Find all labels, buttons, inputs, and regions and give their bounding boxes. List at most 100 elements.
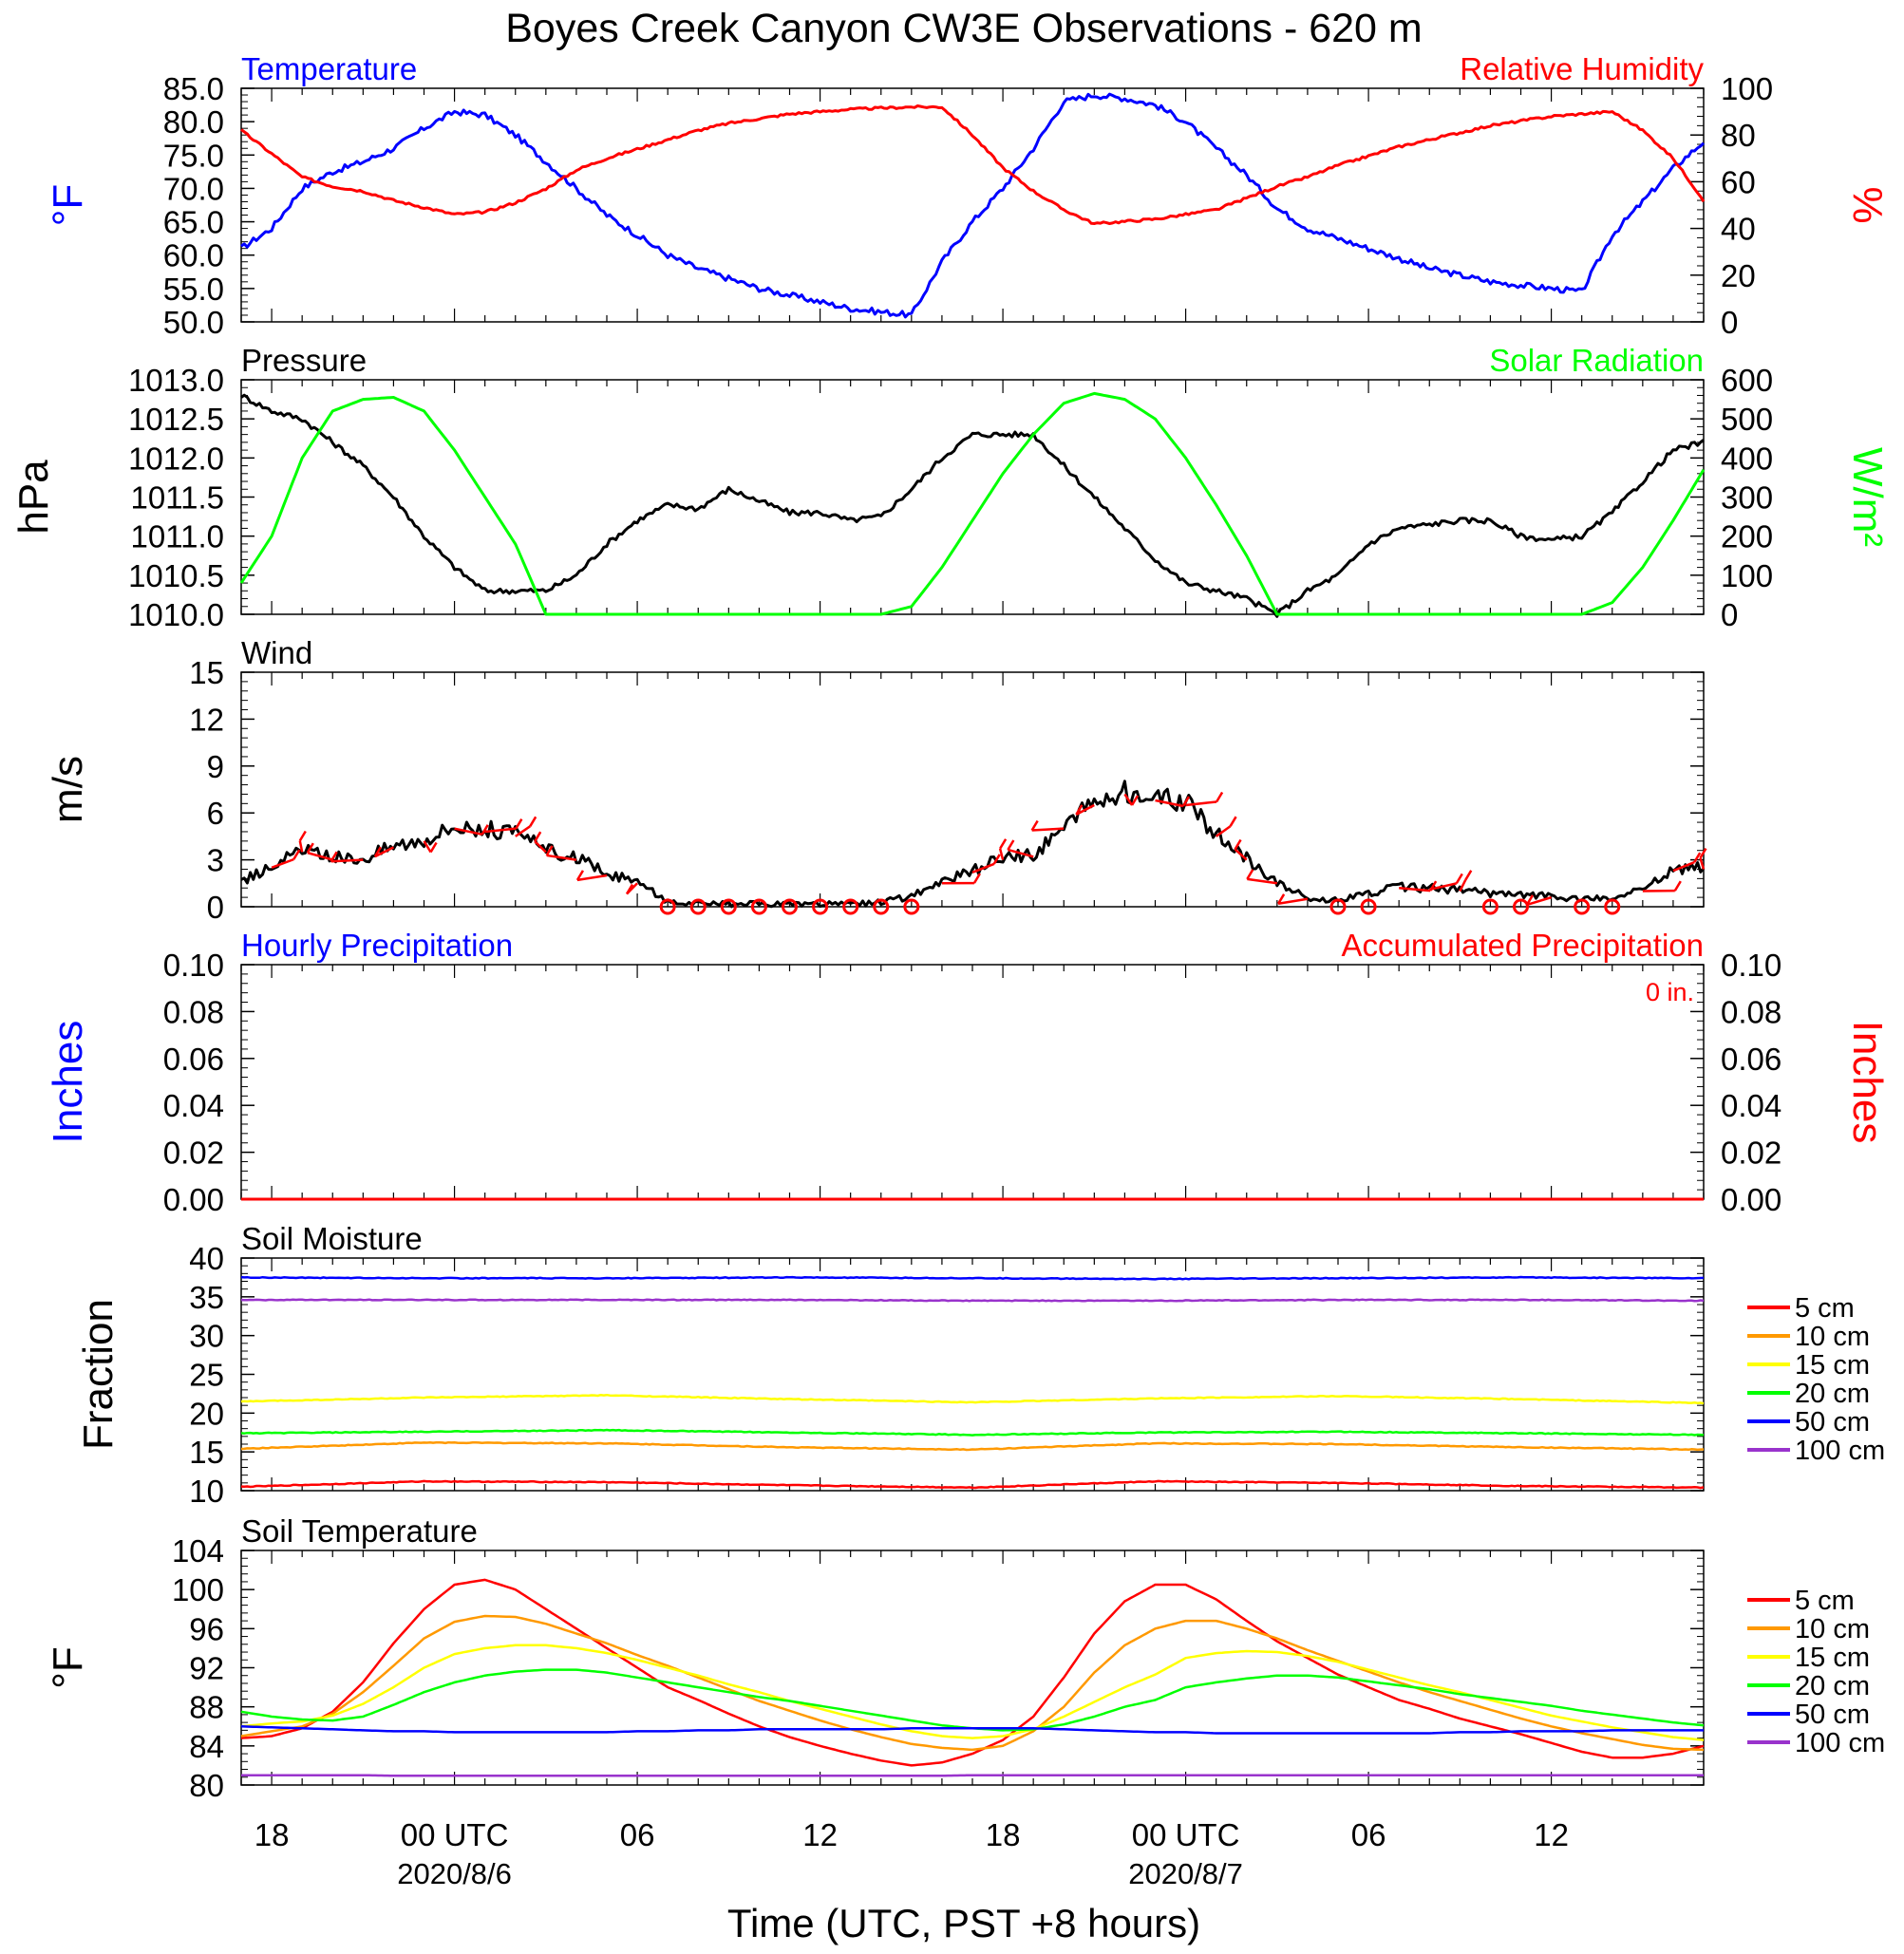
wind-barb-flag [1181,796,1191,807]
wind-barb-flag [1234,838,1242,851]
panel-title-right: Relative Humidity [1460,51,1704,86]
wind-barb-flag [1246,869,1254,880]
wind-barb [271,857,294,870]
series-line-50-cm [240,1725,1704,1735]
wind-barb-flag [545,845,554,856]
series-line-20-cm [240,1668,1705,1732]
wind-barb [971,862,995,874]
wind-barb-flag [292,849,301,860]
x-tick-label: 18 [986,1817,1021,1852]
calm-wind-marker [1329,898,1347,915]
wind-barb-flag [999,838,1008,850]
y-tick-label-right: 0.08 [1721,994,1781,1029]
wind-barb [1155,799,1184,808]
legend-label: 50 cm [1795,1407,1870,1437]
panel-title-left: Pressure [241,343,367,378]
y-tick-label-left: 92 [189,1651,224,1686]
y-tick-label-left: 1010.0 [128,597,224,632]
wind-barb [454,827,482,836]
series-line-15-cm [240,1644,1705,1741]
wind-barb [298,840,304,853]
y-tick-label-right: 0 [1721,305,1738,340]
y-axis-label-left: Fraction [75,1299,122,1450]
y-axis-label-left: °F [45,1646,91,1688]
wind-barb [330,858,364,863]
y-tick-label-left: 1013.0 [128,363,224,398]
wind-barb [1399,886,1431,892]
y-axis-label-left: °F [45,184,91,226]
y-tick-label-left: 0 [207,890,224,925]
y-tick-label-left: 84 [189,1729,224,1764]
calm-wind-marker [659,898,676,915]
legend-label: 100 cm [1795,1728,1885,1758]
wind-barb [1031,827,1065,832]
y-tick-label-left: 0.02 [163,1136,224,1171]
panel-title-left: Soil Moisture [241,1221,423,1256]
x-tick-label: 18 [254,1817,290,1852]
panel-4: 0.00 0.02 0.04 0.06 0.08 0.10 0.00 0.02 0.04 0.06… [45,928,1891,1217]
wind-barb [1075,803,1095,816]
wind-barb [307,851,333,861]
wind-barb [1185,800,1217,807]
y-tick-label-left: 80 [189,1768,224,1803]
y-axis-label-left: hPa [10,460,57,535]
x-tick-label: 06 [620,1817,655,1852]
y-tick-label-left: 1011.5 [131,480,224,516]
wind-barb-flag [330,851,338,862]
y-tick-label-left: 100 [172,1572,224,1607]
y-tick-label-left: 0.06 [163,1042,224,1077]
wind-barb-flag [306,842,314,854]
legend-label: 20 cm [1795,1671,1870,1701]
wind-barb-flag [373,846,382,857]
y-tick-label-left: 6 [207,796,224,831]
series-line-temperature [240,92,1706,319]
plot-frame [240,964,1705,1200]
legend-label: 100 cm [1795,1436,1885,1466]
calm-wind-marker [812,898,829,915]
x-date-label: 2020/8/6 [397,1857,512,1890]
y-tick-label-right: 400 [1721,441,1773,476]
y-tick-label-left: 10 [189,1474,224,1509]
panels: 50.055.060.065.070.075.080.085.002040608… [10,51,1891,1803]
series-line-5-cm [240,1479,1705,1490]
y-tick-label-right: 20 [1721,258,1756,293]
series-line-10-cm [240,1614,1705,1752]
y-tick-label-left: 55.0 [163,272,224,307]
panel-title-left: Wind [241,635,312,670]
y-tick-label-left: 1010.5 [128,558,224,593]
y-tick-label-left: 85.0 [163,71,224,106]
wind-barb-flag [534,831,542,842]
y-tick-label-right: 80 [1721,118,1756,153]
y-tick-label-left: 0.00 [163,1182,224,1217]
y-tick-label-left: 96 [189,1611,224,1646]
y-tick-label-right: 0 [1721,597,1738,632]
y-tick-label-right: 0.02 [1721,1136,1781,1171]
y-axis-label-left: Inches [45,1021,91,1144]
plot-frame [240,379,1705,615]
y-tick-label-left: 25 [189,1358,224,1393]
panel-title-left: Hourly Precipitation [241,928,513,963]
y-tick-label-left: 80.0 [163,104,224,140]
x-tick-label: 12 [802,1817,838,1852]
x-tick-label: 00 UTC [1132,1817,1240,1852]
y-tick-label-left: 9 [207,749,224,784]
wind-barb-flag [429,841,438,854]
y-tick-label-left: 1012.0 [128,441,224,476]
y-tick-label-right: 0.04 [1721,1088,1781,1123]
calm-wind-marker [842,898,859,915]
accumulated-total: 0 in. [1646,978,1694,1006]
y-tick-label-left: 50.0 [163,305,224,340]
y-tick-label-left: 70.0 [163,171,224,206]
y-axis-label-right: % [1844,186,1891,223]
y-tick-label-right: 0.00 [1721,1182,1781,1217]
legend-label: 10 cm [1795,1614,1870,1644]
wind-barb-flag [481,824,489,836]
y-tick-label-right: 300 [1721,480,1773,516]
series-line-15-cm [240,1393,1705,1405]
wind-barb [1672,860,1695,873]
wind-barb [534,840,547,854]
